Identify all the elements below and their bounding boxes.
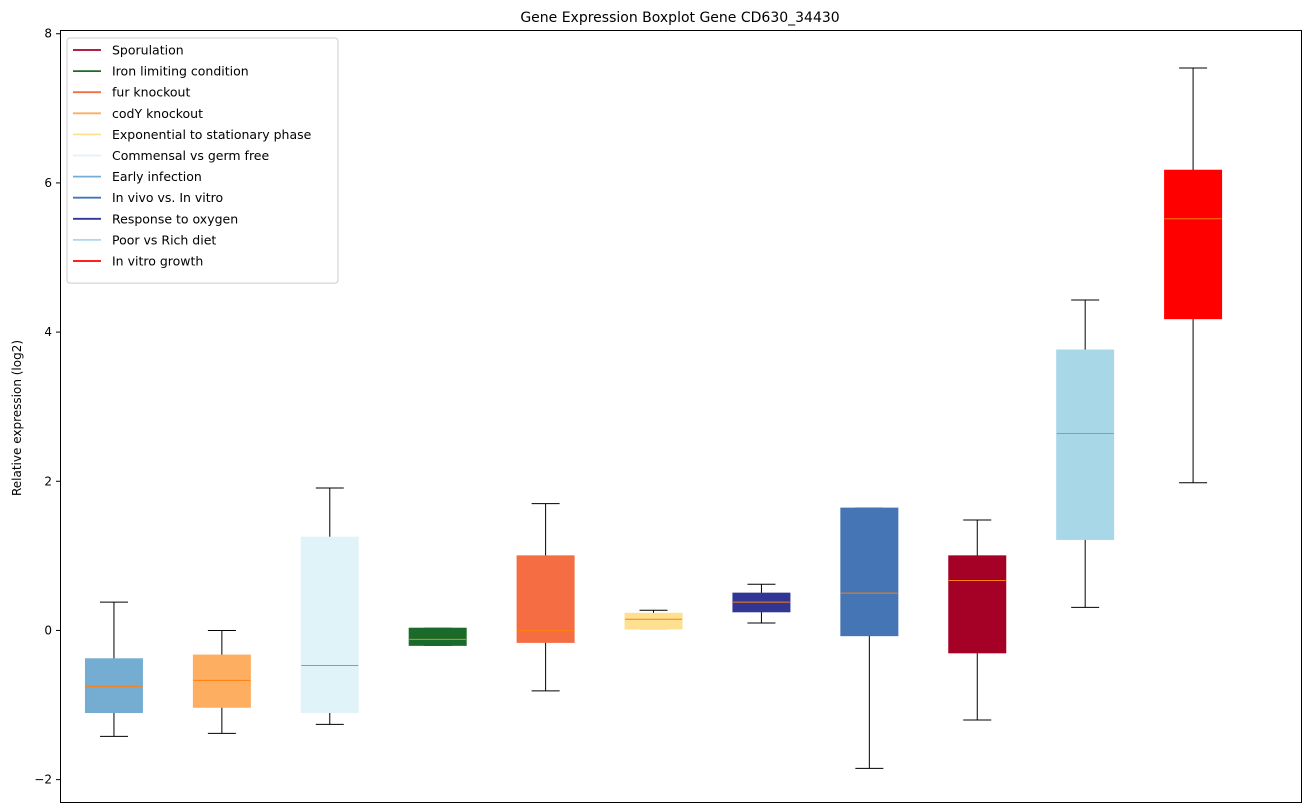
legend-item: In vitro growth [73,254,203,269]
box-body [300,536,359,713]
box-5 [516,503,575,692]
box-2 [192,629,251,734]
plot-area-frame [60,30,1302,803]
legend-item: Exponential to stationary phase [73,127,312,142]
box-4 [408,627,467,646]
box-body [1056,349,1115,540]
box-body [624,612,683,630]
legend-label: codY knockout [112,106,203,121]
y-tick-label: 4 [44,325,52,339]
box-body [192,654,251,708]
legend-item: Poor vs Rich diet [73,232,216,247]
box-7 [732,583,791,624]
y-tick-label: 8 [44,27,52,41]
y-tick-label: 6 [44,176,52,190]
legend-label: In vivo vs. In vitro [112,190,223,205]
box-10 [1056,299,1115,608]
box-series [84,67,1223,769]
legend-item: In vivo vs. In vitro [73,190,223,205]
legend-item: codY knockout [73,106,203,121]
y-axis-label: Relative expression (log2) [10,340,24,496]
legend: Sporulation Iron limiting condition fur kn… [66,37,339,284]
legend-item: Sporulation [73,43,184,58]
legend-item: Response to oxygen [73,211,238,226]
box-body [948,555,1007,654]
legend-item: Iron limiting condition [73,64,249,79]
box-3 [300,487,359,725]
y-tick-label: 0 [44,623,52,637]
y-tick-label: 2 [44,474,52,488]
legend-label: Poor vs Rich diet [112,232,216,247]
box-11 [1164,67,1223,484]
legend-box [66,37,339,284]
box-body [84,658,143,713]
legend-label: Exponential to stationary phase [112,127,312,142]
legend-item: fur knockout [73,85,190,100]
box-body [516,555,575,643]
legend-label: Response to oxygen [112,211,238,226]
box-6 [624,609,683,630]
y-axis-ticks: −2 0 2 4 6 8 [34,27,60,787]
box-body [840,507,899,637]
legend-label: fur knockout [112,85,190,100]
legend-item: Commensal vs germ free [73,148,269,163]
legend-item: Early infection [73,169,202,184]
box-9 [948,519,1007,721]
chart-title: Gene Expression Boxplot Gene CD630_34430 [520,10,839,26]
box-1 [84,601,143,737]
legend-label: Iron limiting condition [112,64,249,79]
legend-label: Commensal vs germ free [112,148,269,163]
y-tick-label: −2 [34,773,52,787]
legend-label: Sporulation [112,43,184,58]
box-8 [840,507,899,769]
box-body [1164,169,1223,320]
legend-label: In vitro growth [112,254,203,269]
box-body [408,627,467,646]
legend-label: Early infection [112,169,202,184]
